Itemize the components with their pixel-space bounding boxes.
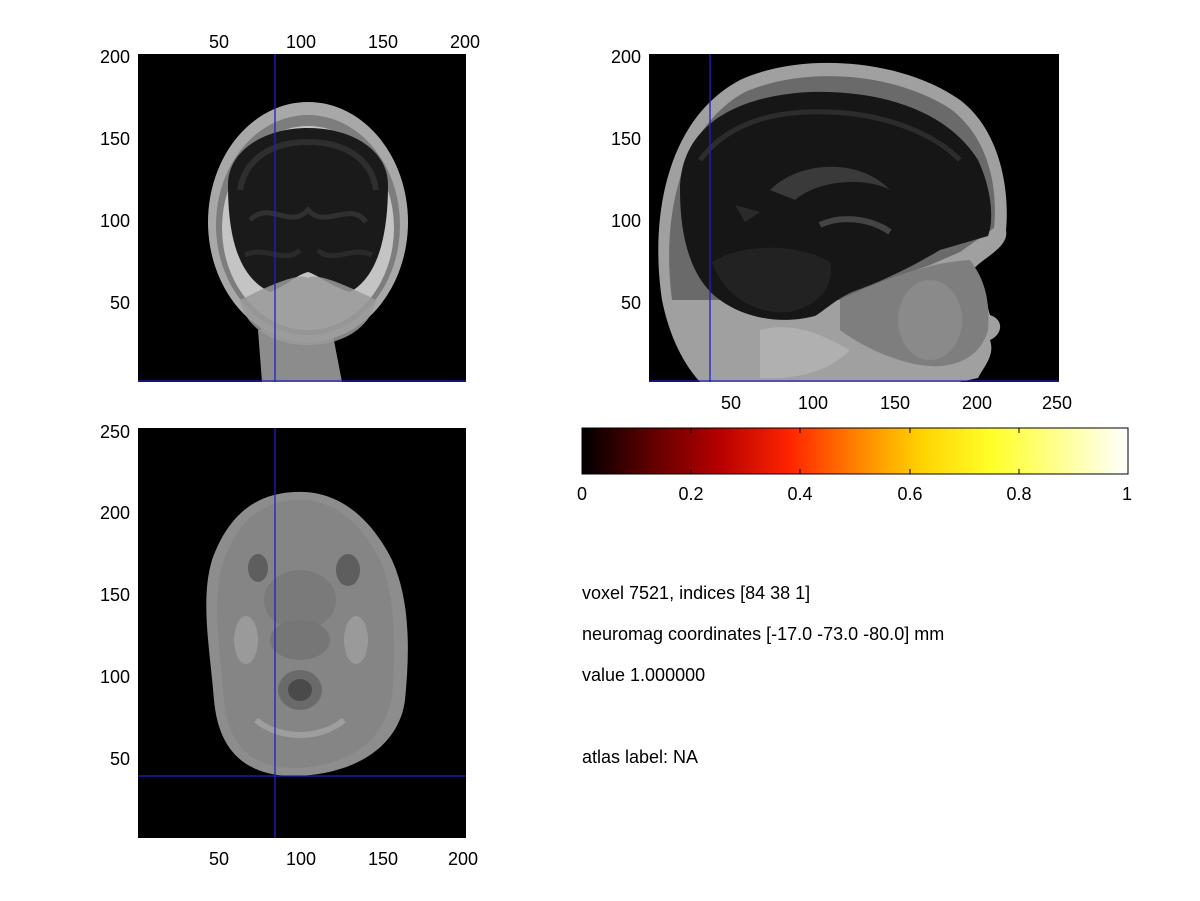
sagittal-ytick: 200 — [611, 47, 641, 67]
coronal-xtick: 150 — [368, 32, 398, 52]
sagittal-panel[interactable]: 50 100 150 200 250 200 150 100 50 — [611, 47, 1072, 413]
sagittal-xtick: 250 — [1042, 393, 1072, 413]
coronal-ytick: 50 — [110, 293, 130, 313]
sagittal-ytick: 50 — [621, 293, 641, 313]
sagittal-ytick: 150 — [611, 129, 641, 149]
axial-xtick: 50 — [209, 849, 229, 869]
sagittal-ytick: 100 — [611, 211, 641, 231]
colorbar-gradient — [581, 427, 1129, 475]
axial-ytick: 150 — [100, 585, 130, 605]
atlas-label-info: atlas label: NA — [582, 747, 699, 767]
sagittal-xtick: 200 — [962, 393, 992, 413]
axial-xtick: 150 — [368, 849, 398, 869]
coronal-ytick: 100 — [100, 211, 130, 231]
axial-xtick: 200 — [448, 849, 478, 869]
axial-ytick: 200 — [100, 503, 130, 523]
sagittal-xtick: 150 — [880, 393, 910, 413]
sagittal-xtick: 100 — [798, 393, 828, 413]
colorbar: 0 0.2 0.4 0.6 0.8 1 — [577, 427, 1132, 504]
sagittal-head-slice-icon — [658, 62, 1007, 382]
colorbar-tick: 0 — [577, 484, 587, 504]
colorbar-tickmarks — [690, 428, 1020, 474]
colorbar-tick: 1 — [1122, 484, 1132, 504]
axial-ytick: 250 — [100, 422, 130, 442]
colorbar-tick: 0.2 — [678, 484, 703, 504]
axial-panel[interactable]: 50 100 150 200 250 200 150 100 50 — [100, 422, 478, 869]
sagittal-xtick: 50 — [721, 393, 741, 413]
coronal-xtick: 200 — [450, 32, 480, 52]
coronal-ytick: 150 — [100, 129, 130, 149]
coronal-head-slice-icon — [208, 102, 408, 382]
axial-head-slice-icon — [206, 491, 408, 777]
colorbar-tick: 0.8 — [1006, 484, 1031, 504]
coronal-xtick: 50 — [209, 32, 229, 52]
coronal-ytick: 200 — [100, 47, 130, 67]
coronal-panel[interactable]: 50 100 150 200 200 150 100 50 — [100, 32, 480, 382]
coronal-xtick: 100 — [286, 32, 316, 52]
axial-ytick: 100 — [100, 667, 130, 687]
value-info: value 1.000000 — [582, 665, 706, 685]
axial-xtick: 100 — [286, 849, 316, 869]
axial-ytick: 50 — [110, 749, 130, 769]
coordinates-info: neuromag coordinates [-17.0 -73.0 -80.0]… — [582, 624, 945, 644]
colorbar-tick: 0.4 — [787, 484, 812, 504]
voxel-info: voxel 7521, indices [84 38 1] — [582, 583, 811, 603]
colorbar-tick: 0.6 — [897, 484, 922, 504]
